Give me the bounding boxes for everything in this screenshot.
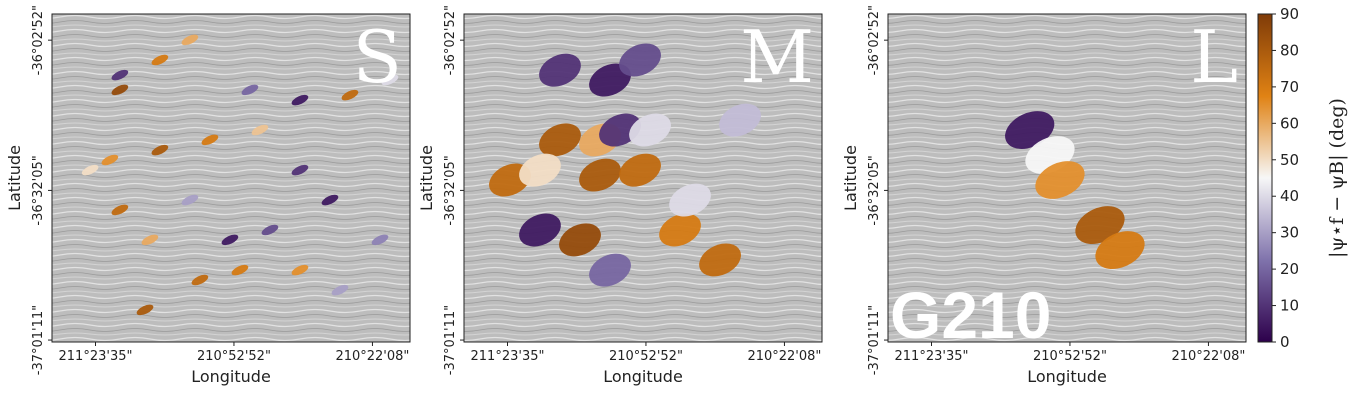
x-tick-label: 211°23'35" — [895, 349, 969, 364]
region-blob — [261, 224, 279, 236]
region-blob — [251, 124, 269, 136]
axes-frame — [887, 13, 1247, 343]
region-blob — [669, 183, 711, 217]
region-blob — [141, 234, 159, 246]
x-axis-label: Longitude — [603, 367, 683, 386]
region-blob — [181, 34, 199, 46]
region-blob — [291, 264, 309, 276]
colorbar-tick-label: 80 — [1280, 41, 1299, 59]
x-tick-label: 210°22'08" — [1171, 349, 1245, 364]
colorbar-tick-label: 30 — [1280, 224, 1299, 242]
region-blob — [519, 153, 561, 187]
colorbar-tick-label: 70 — [1280, 78, 1299, 96]
y-axis-label: Latitude — [417, 145, 436, 211]
region-blob — [111, 204, 129, 216]
region-blob — [221, 234, 239, 246]
x-tick-label: 210°22'08" — [747, 349, 821, 364]
y-tick-label: -37°01'11" — [867, 305, 882, 375]
colorbar-tick-label: 50 — [1280, 151, 1299, 169]
panel-letter: M — [740, 15, 814, 99]
region-blob — [241, 84, 259, 96]
region-blob — [136, 304, 154, 316]
flow-background — [52, 14, 410, 342]
region-blob — [539, 53, 581, 87]
region-blob — [191, 274, 209, 286]
region-blob — [381, 74, 399, 86]
y-tick-label: -36°32'05" — [443, 155, 458, 225]
x-tick-label: 211°23'35" — [471, 349, 545, 364]
region-blob — [371, 234, 389, 246]
region-blob — [1035, 161, 1085, 199]
panel-letter: L — [1190, 15, 1238, 99]
region-blob — [331, 284, 349, 296]
y-tick-label: -36°02'52" — [867, 5, 882, 75]
region-blob — [321, 194, 339, 206]
panel-annotation: G210 — [890, 278, 1051, 352]
region-blob — [579, 158, 621, 192]
region-blob — [699, 243, 741, 277]
colorbar-tick-label: 20 — [1280, 260, 1299, 278]
region-blob — [719, 103, 761, 137]
region-blob — [1075, 206, 1125, 244]
x-tick-label: 210°52'52" — [609, 349, 683, 364]
region-blob — [181, 194, 199, 206]
y-axis-label: Latitude — [841, 145, 860, 211]
region-blob — [619, 153, 661, 187]
y-tick-label: -36°32'05" — [31, 155, 46, 225]
x-tick-label: 211°23'35" — [59, 349, 133, 364]
region-blob — [101, 154, 119, 166]
axes-frame — [51, 13, 411, 343]
region-blob — [589, 63, 631, 97]
x-tick-label: 210°52'52" — [1033, 349, 1107, 364]
y-tick-label: -36°02'52" — [31, 5, 46, 75]
region-blob — [111, 69, 129, 81]
colorbar — [1257, 13, 1273, 343]
x-tick-label: 210°52'52" — [197, 349, 271, 364]
x-tick-label: 210°22'08" — [335, 349, 409, 364]
region-blob — [1005, 111, 1055, 149]
colorbar-tick-label: 40 — [1280, 187, 1299, 205]
region-blob — [559, 223, 601, 257]
y-tick-label: -36°32'05" — [867, 155, 882, 225]
y-tick-label: -36°02'52" — [443, 5, 458, 75]
colorbar-tick-label: 90 — [1280, 5, 1299, 23]
y-tick-label: -37°01'11" — [31, 305, 46, 375]
region-blob — [151, 54, 169, 66]
region-blob — [111, 84, 129, 96]
region-blob — [659, 213, 701, 247]
x-axis-label: Longitude — [1027, 367, 1107, 386]
axes-frame — [463, 13, 823, 343]
region-blob — [629, 113, 671, 147]
colorbar-label: |ψ⋆f − ψB| (deg) — [1326, 98, 1348, 258]
colorbar-tick-label: 10 — [1280, 297, 1299, 315]
x-axis-label: Longitude — [191, 367, 271, 386]
region-blob — [1095, 231, 1145, 269]
region-blob — [201, 134, 219, 146]
region-blob — [231, 264, 249, 276]
region-blob — [619, 43, 661, 77]
colorbar-tick-label: 60 — [1280, 114, 1299, 132]
region-blob — [341, 89, 359, 101]
region-blob — [589, 253, 631, 287]
region-blob — [519, 213, 561, 247]
colorbar-tick-label: 0 — [1280, 333, 1290, 351]
region-blob — [291, 94, 309, 106]
panel-letter: S — [353, 15, 402, 99]
region-blob — [291, 164, 309, 176]
y-tick-label: -37°01'11" — [443, 305, 458, 375]
region-blob — [539, 123, 581, 157]
region-blob — [151, 144, 169, 156]
y-axis-label: Latitude — [5, 145, 24, 211]
region-blob — [81, 164, 99, 176]
